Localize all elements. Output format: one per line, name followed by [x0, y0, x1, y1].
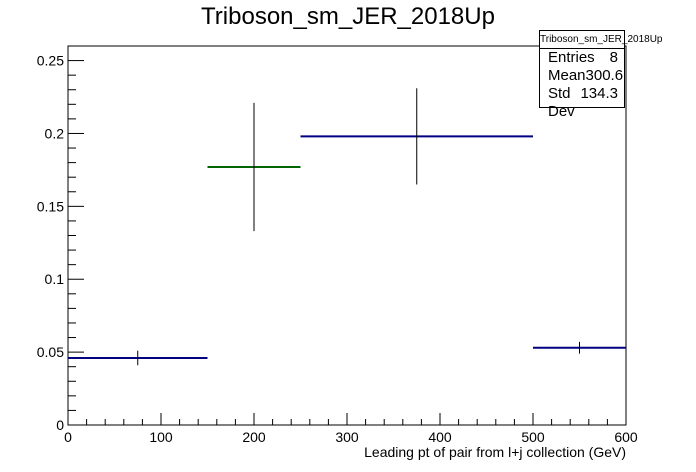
x-tick-label: 300 [335, 429, 359, 445]
stats-row-entries: Entries 8 [540, 49, 624, 67]
y-axis: 0 0.05 0.1 0.15 0.2 0.25 [37, 45, 84, 433]
stats-stddev-value: 134.3 [580, 85, 618, 102]
stats-mean-value: 300.6 [585, 67, 624, 84]
y-tick-label: 0.05 [37, 344, 64, 360]
stats-entries-label: Entries [548, 49, 595, 66]
x-tick-label: 200 [242, 429, 266, 445]
stats-row-mean: Mean 300.6 [540, 67, 624, 85]
y-tick-label: 0 [56, 417, 64, 433]
stats-row-stddev: Std Dev 134.3 [540, 85, 624, 121]
x-axis-label: Leading pt of pair from l+j collection (… [364, 444, 626, 460]
stats-title: Triboson_sm_JER_2018Up [540, 31, 662, 49]
histogram-bins [68, 88, 626, 366]
x-axis: 0 100 200 300 400 500 600 [64, 413, 638, 445]
stats-entries-value: 8 [609, 49, 618, 66]
y-tick-label: 0.25 [37, 53, 64, 69]
x-tick-label: 100 [149, 429, 173, 445]
x-tick-label: 0 [64, 429, 72, 445]
y-tick-label: 0.15 [37, 198, 64, 214]
stats-mean-label: Mean [548, 67, 586, 84]
stats-stddev-label: Std Dev [548, 85, 575, 120]
x-tick-label: 400 [428, 429, 452, 445]
x-tick-label: 500 [521, 429, 545, 445]
stats-box: Triboson_sm_JER_2018Up Entries 8 Mean 30… [539, 30, 662, 120]
chart-title: Triboson_sm_JER_2018Up [201, 3, 495, 30]
y-tick-label: 0.1 [45, 271, 65, 287]
x-tick-label: 600 [614, 429, 638, 445]
y-tick-label: 0.2 [45, 125, 65, 141]
